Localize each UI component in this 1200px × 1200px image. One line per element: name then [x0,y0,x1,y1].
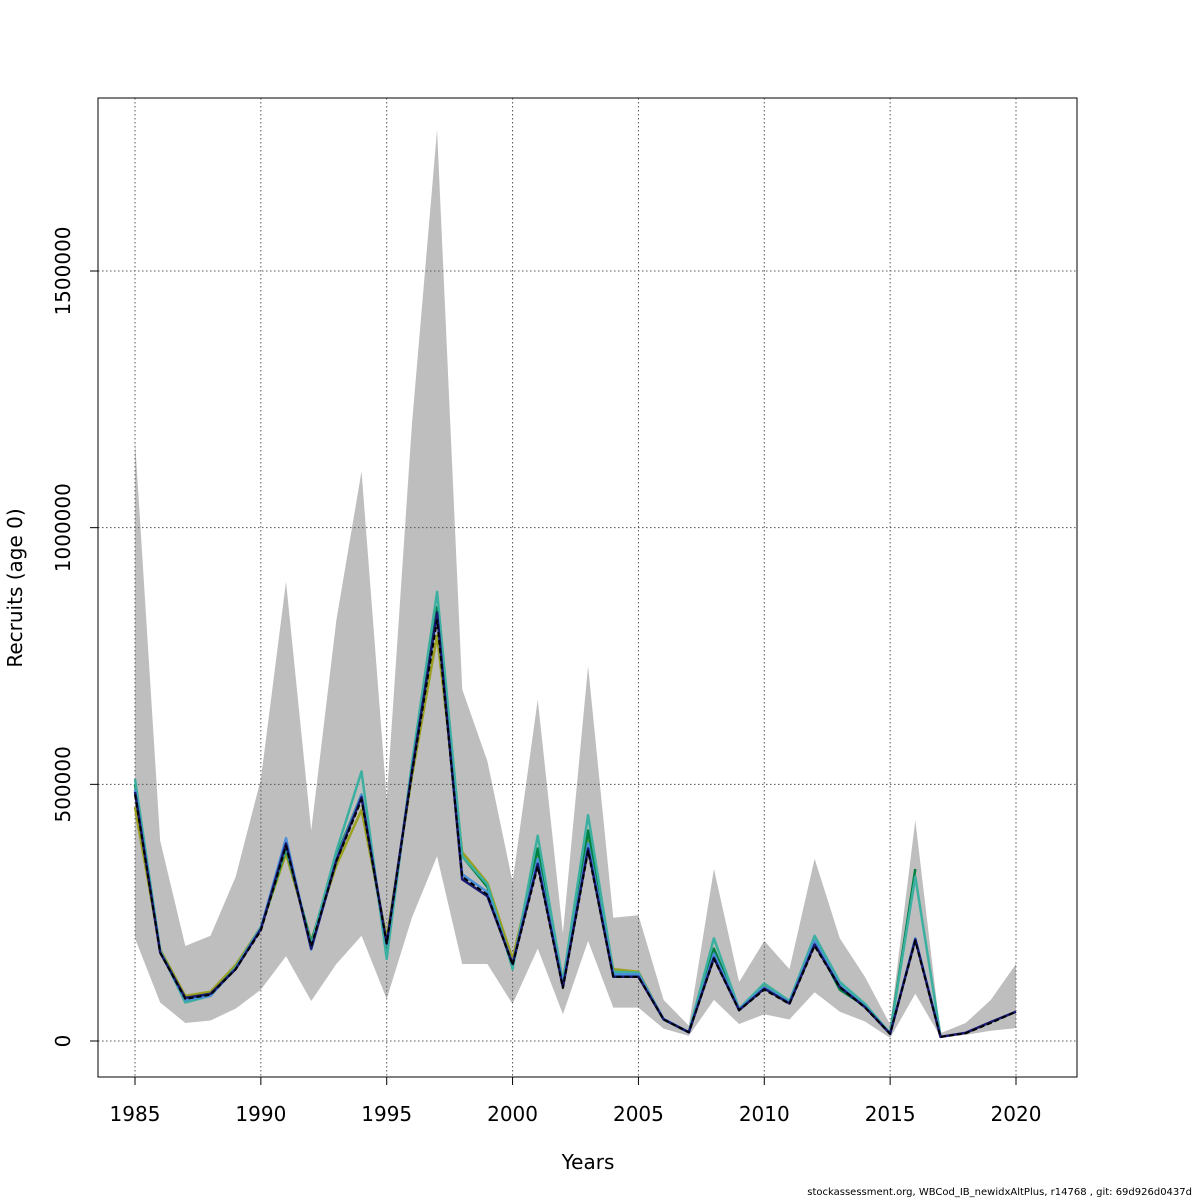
series-line-0 [134,619,1017,1038]
series-layer [133,590,1017,1039]
y-tick-label: 500000 [51,746,75,822]
x-tick-label: 2000 [487,1102,538,1126]
y-tick-label: 1500000 [51,226,75,315]
y-tick-label: 0 [51,1035,75,1048]
y-tick-label: 1000000 [51,483,75,572]
footer-credit: stockassessment.org, WBCod_IB_newidxAltP… [807,1187,1192,1198]
plot-frame [97,97,1078,1078]
grid-layer [98,98,1077,1077]
x-tick-label: 2010 [739,1102,790,1126]
x-tick-label: 1985 [110,1102,161,1126]
axis-layer: 1985 1990 1995 2000 2005 2010 2015 2020 0 500000 1… [51,226,1041,1126]
x-tick-label: 2020 [991,1102,1042,1126]
x-tick-label: 1995 [361,1102,412,1126]
x-tick-label: 1990 [235,1102,286,1126]
x-tick-label: 2015 [865,1102,916,1126]
x-tick-label: 2005 [613,1102,664,1126]
y-axis-title: Recruits (age 0) [3,508,27,667]
x-axis-title: Years [561,1150,615,1174]
